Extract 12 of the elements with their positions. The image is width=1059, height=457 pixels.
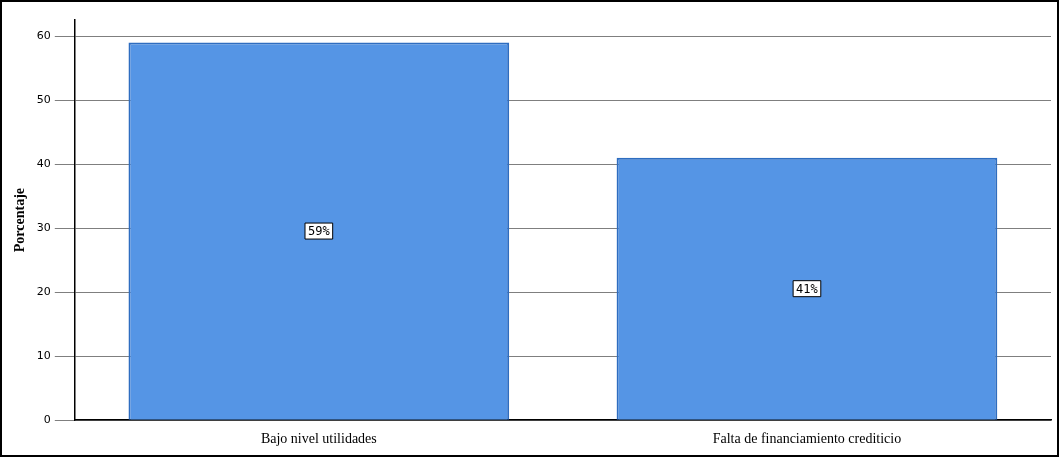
x-tick-label: Bajo nivel utilidades <box>260 431 377 447</box>
y-tick-label: 50 <box>36 92 51 106</box>
data-label: 41% <box>796 281 819 296</box>
y-tick-label: 40 <box>36 156 51 170</box>
y-tick-label: 20 <box>36 285 51 298</box>
y-tick-label: 10 <box>36 349 51 363</box>
y-tick-label: 30 <box>36 220 51 234</box>
data-label: 59% <box>308 224 331 239</box>
y-tick-label: 60 <box>36 28 51 42</box>
y-axis-title: Porcentaje <box>12 187 28 253</box>
x-tick-label: Falta de financiamiento crediticio <box>712 431 902 447</box>
y-tick-label: 0 <box>43 413 51 427</box>
